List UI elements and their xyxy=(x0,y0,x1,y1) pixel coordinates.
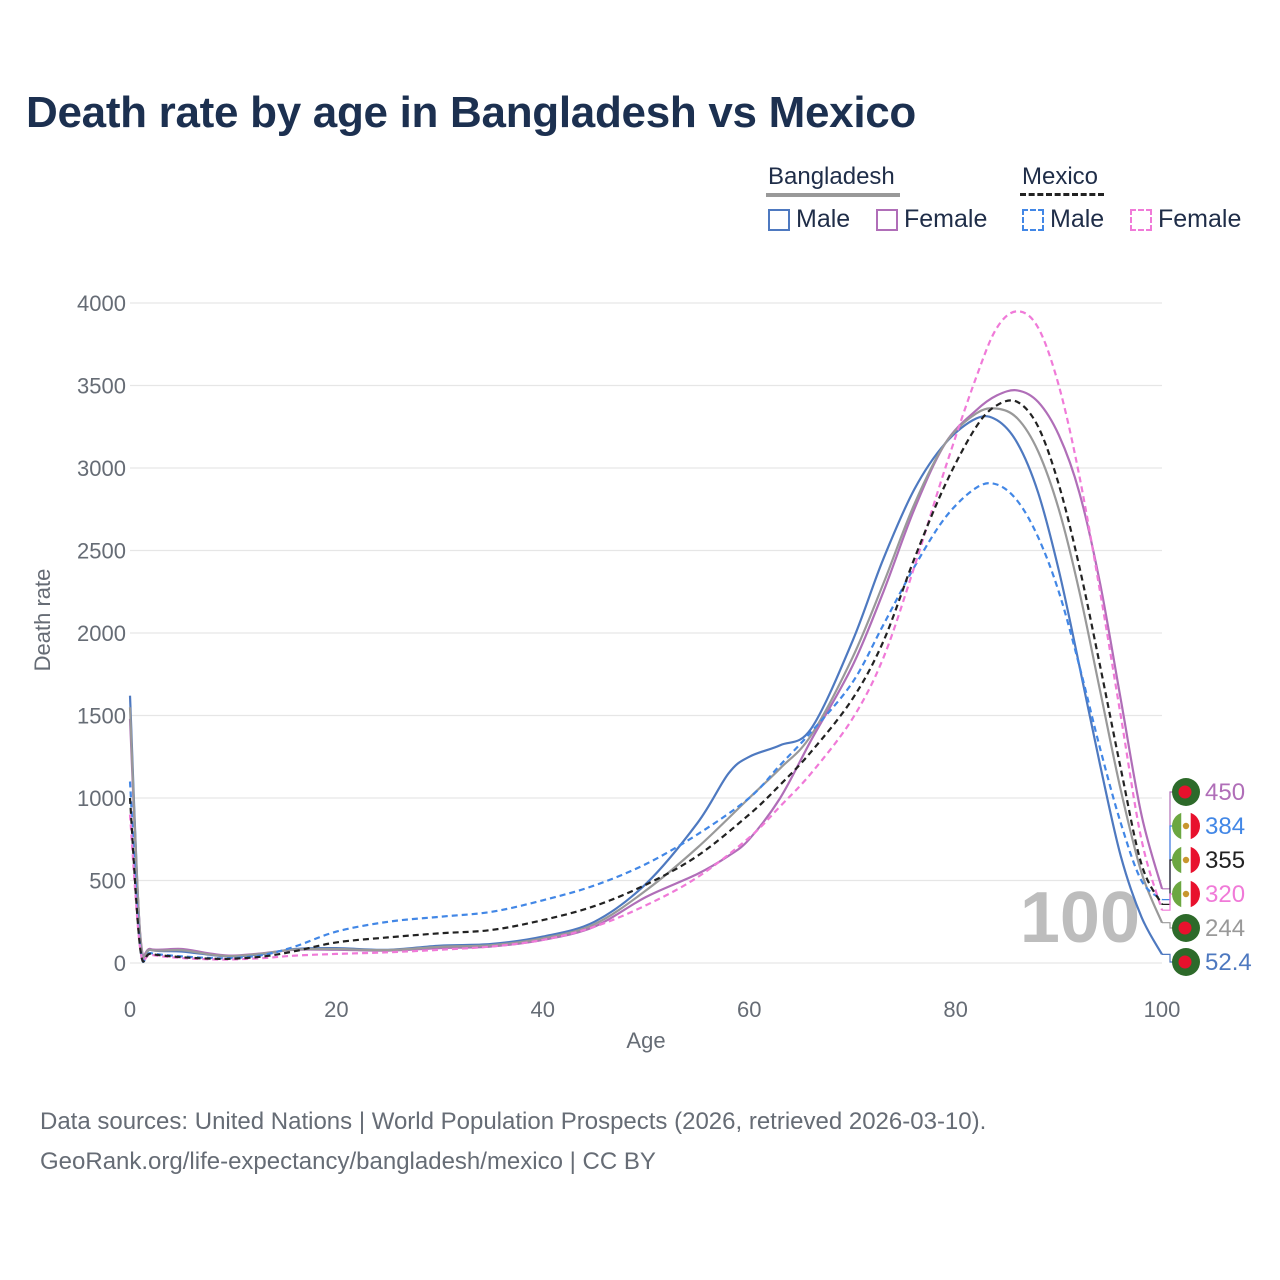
x-tick-label: 100 xyxy=(1144,997,1181,1022)
y-axis-ticks: 0 500 1000 1500 2000 2500 3000 3500 4000 xyxy=(77,291,126,976)
series-line-bangladesh-male xyxy=(128,415,1163,962)
x-tick-label: 20 xyxy=(324,997,348,1022)
y-tick-label: 4000 xyxy=(77,291,126,316)
legend-label-bangladesh-female: Female xyxy=(904,205,988,233)
series-line-bangladesh-female xyxy=(128,389,1164,957)
legend-group-mexico-label: Mexico xyxy=(1022,163,1099,190)
series-line-mexico-male xyxy=(128,482,1163,964)
legend-group-bangladesh-line xyxy=(766,193,900,197)
end-label-value: 355 xyxy=(1205,847,1245,874)
mexico-flag-icon xyxy=(1172,846,1200,874)
legend-swatch-bangladesh-male xyxy=(768,208,790,231)
y-tick-label: 500 xyxy=(89,869,126,894)
y-tick-label: 2000 xyxy=(77,621,126,646)
x-tick-label: 40 xyxy=(531,997,555,1022)
legend-label-bangladesh-male: Male xyxy=(796,205,851,233)
end-labels: 450 384 355 320 244 52.4 xyxy=(1162,778,1252,976)
series-lines xyxy=(128,310,1164,964)
y-tick-label: 1000 xyxy=(77,786,126,811)
y-tick-label: 0 xyxy=(114,951,126,976)
legend-swatch-bangladesh-female xyxy=(876,208,898,231)
mexico-flag-icon xyxy=(1172,880,1200,908)
bangladesh-flag-icon xyxy=(1172,948,1200,976)
y-tick-label: 2500 xyxy=(77,539,126,564)
end-label-value: 320 xyxy=(1205,881,1245,908)
legend-item-bangladesh-male[interactable]: Male xyxy=(768,205,850,234)
legend-item-bangladesh-female[interactable]: Female xyxy=(876,205,987,234)
legend-item-mexico-male[interactable]: Male xyxy=(1022,205,1104,234)
series-line-mexico-female xyxy=(128,310,1164,963)
end-label-value: 244 xyxy=(1205,915,1245,942)
x-tick-label: 80 xyxy=(943,997,967,1022)
source-line-2: GeoRank.org/life-expectancy/bangladesh/m… xyxy=(40,1148,656,1175)
end-label-leader xyxy=(1162,791,1176,890)
legend-label-mexico-female: Female xyxy=(1158,205,1242,233)
highlight-age-watermark: 100 xyxy=(1020,878,1140,958)
end-label-value: 450 xyxy=(1205,779,1245,806)
series-line-mexico-both-sexes xyxy=(128,399,1163,963)
grid xyxy=(130,302,1162,964)
mexico-flag-icon xyxy=(1172,812,1200,840)
y-tick-label: 1500 xyxy=(77,704,126,729)
y-axis-label: Death rate xyxy=(30,569,55,672)
chart-title: Death rate by age in Bangladesh vs Mexic… xyxy=(26,88,917,137)
end-label-value: 384 xyxy=(1205,813,1245,840)
legend-item-mexico-female[interactable]: Female xyxy=(1130,205,1241,234)
y-tick-label: 3500 xyxy=(77,374,126,399)
bangladesh-flag-icon xyxy=(1172,778,1200,806)
x-tick-label: 0 xyxy=(124,997,136,1022)
series-line-bangladesh-both-sexes xyxy=(128,407,1164,960)
legend-swatch-mexico-female xyxy=(1130,208,1152,231)
legend-label-mexico-male: Male xyxy=(1050,205,1105,233)
legend-group-bangladesh-label: Bangladesh xyxy=(768,163,895,190)
bangladesh-flag-icon xyxy=(1172,914,1200,942)
source-line-1: Data sources: United Nations | World Pop… xyxy=(40,1108,987,1135)
legend-swatch-mexico-male xyxy=(1022,208,1044,231)
y-tick-label: 3000 xyxy=(77,456,126,481)
death-rate-chart: 100 0 500 1000 1500 2000 2500 3000 3500 4000 0 20… xyxy=(30,291,1252,1053)
x-axis-label: Age xyxy=(626,1028,665,1053)
end-label-value: 52.4 xyxy=(1205,949,1252,976)
x-tick-label: 60 xyxy=(737,997,761,1022)
legend-group-mexico-line xyxy=(1020,193,1104,196)
x-axis-ticks: 0 20 40 60 80 100 xyxy=(124,997,1180,1022)
